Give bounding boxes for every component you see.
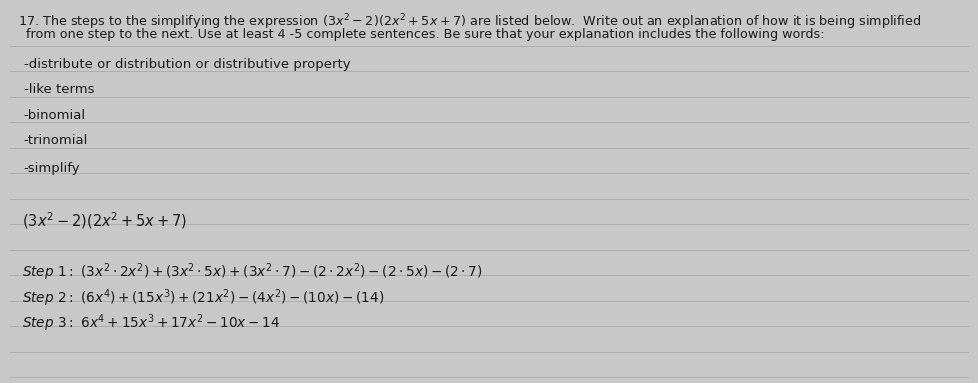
Text: -simplify: -simplify xyxy=(23,162,80,175)
Text: -trinomial: -trinomial xyxy=(23,134,88,147)
Text: 17. The steps to the simplifying the expression $(3x^2-2)(2x^2+5x+7)$ are listed: 17. The steps to the simplifying the exp… xyxy=(18,13,920,32)
Text: from one step to the next. Use at least 4 -5 complete sentences. Be sure that yo: from one step to the next. Use at least … xyxy=(18,28,823,41)
Text: $\mathit{Step}\ 1:\ $$(3x^2 \cdot 2x^2)+(3x^2 \cdot 5x)+(3x^2 \cdot 7)-(2 \cdot : $\mathit{Step}\ 1:\ $$(3x^2 \cdot 2x^2)+… xyxy=(22,262,482,283)
Text: $(3x^2-2)(2x^2+5x+7)$: $(3x^2-2)(2x^2+5x+7)$ xyxy=(22,211,187,231)
Text: -distribute or distribution or distributive property: -distribute or distribution or distribut… xyxy=(23,58,350,71)
Text: -like terms: -like terms xyxy=(23,83,94,96)
Text: $\mathit{Step}\ 3:\ $$6x^4+15x^3+17x^2-10x-14$: $\mathit{Step}\ 3:\ $$6x^4+15x^3+17x^2-1… xyxy=(22,313,280,334)
Text: -binomial: -binomial xyxy=(23,109,85,122)
Text: $\mathit{Step}\ 2:\ $$(6x^4)+(15x^3)+(21x^2)-(4x^2)-(10x)-(14)$: $\mathit{Step}\ 2:\ $$(6x^4)+(15x^3)+(21… xyxy=(22,287,383,309)
